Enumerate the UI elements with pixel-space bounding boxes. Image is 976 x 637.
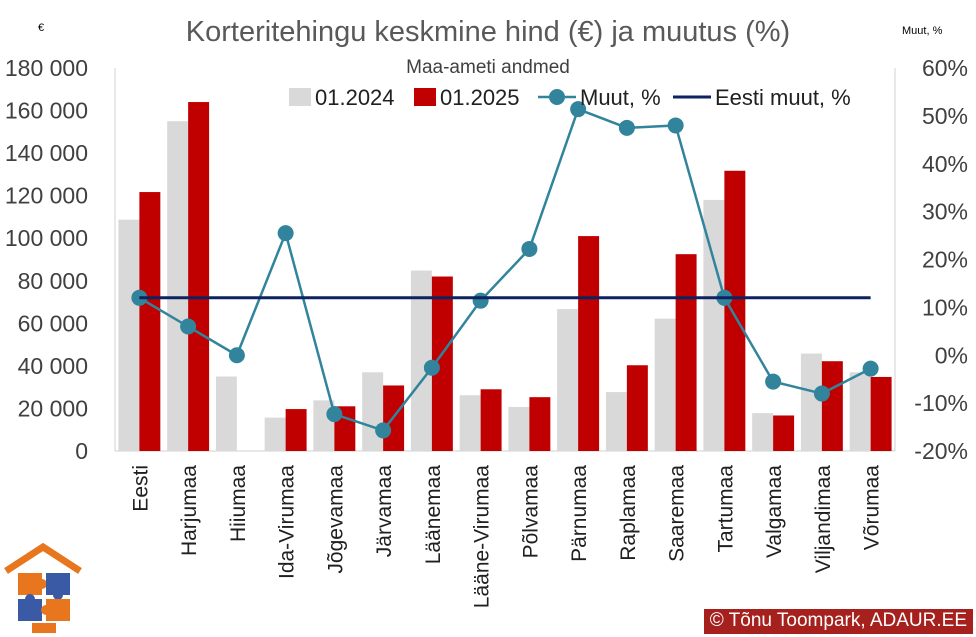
point-Muut, % bbox=[277, 225, 294, 242]
point-Muut, % bbox=[423, 359, 440, 376]
legend-label: 01.2025 bbox=[440, 85, 520, 110]
left-tick-label: 120 000 bbox=[5, 183, 88, 209]
left-tick-label: 60 000 bbox=[18, 310, 88, 336]
left-tick-label: 80 000 bbox=[18, 268, 88, 294]
bar-01.2025 bbox=[529, 397, 551, 451]
point-Muut, % bbox=[472, 292, 489, 309]
point-Muut, % bbox=[326, 406, 343, 423]
bar-01.2025 bbox=[870, 376, 892, 451]
right-tick-label: 20% bbox=[922, 247, 968, 273]
category-label: Valgamaa bbox=[763, 465, 786, 558]
category-label: Järvamaa bbox=[373, 465, 396, 558]
bar-01.2025 bbox=[724, 170, 746, 451]
left-tick-label: 100 000 bbox=[5, 225, 88, 251]
bar-01.2024 bbox=[410, 270, 432, 451]
left-tick-label: 160 000 bbox=[5, 98, 88, 124]
category-label: Hiiumaa bbox=[227, 465, 250, 542]
point-Muut, % bbox=[570, 101, 587, 118]
line-Muut, % bbox=[138, 107, 872, 432]
legend-swatch-01.2024 bbox=[289, 88, 311, 106]
bar-01.2025 bbox=[578, 236, 600, 451]
left-tick-label: 0 bbox=[75, 438, 88, 464]
legend-label: 01.2024 bbox=[315, 85, 395, 110]
legend-marker-Muut, % bbox=[549, 89, 565, 105]
point-Muut, % bbox=[375, 422, 392, 439]
category-label: Viljandimaa bbox=[812, 465, 835, 573]
right-tick-label: -20% bbox=[914, 438, 968, 464]
right-tick-label: 10% bbox=[922, 294, 968, 320]
category-label: Lääne-Virumaa bbox=[471, 465, 494, 609]
bar-01.2024 bbox=[264, 417, 286, 451]
right-tick-label: 60% bbox=[922, 55, 968, 81]
bar-01.2025 bbox=[285, 409, 307, 451]
bar-01.2024 bbox=[849, 372, 871, 451]
plot-area: 0 20 000 40 000 60 000 80 000 100 000 120 000 1… bbox=[5, 55, 968, 608]
category-label: Võrumaa bbox=[861, 465, 884, 551]
point-Muut, % bbox=[228, 347, 245, 364]
right-tick-label: 0% bbox=[935, 342, 968, 368]
left-tick-label: 180 000 bbox=[5, 55, 88, 81]
bar-01.2025 bbox=[675, 254, 697, 451]
right-tick-label: 30% bbox=[922, 199, 968, 225]
legend: 01.2024 01.2025 Muut, % Eesti muut, % bbox=[289, 85, 851, 110]
bar-01.2024 bbox=[605, 392, 627, 451]
chart-subtitle: Maa-ameti andmed bbox=[406, 57, 570, 78]
bar-01.2024 bbox=[459, 395, 481, 451]
bar-01.2024 bbox=[215, 376, 237, 451]
category-label: Eesti bbox=[129, 465, 152, 512]
point-Muut, % bbox=[521, 240, 538, 257]
bar-01.2024 bbox=[167, 121, 189, 451]
bar-01.2024 bbox=[508, 406, 530, 451]
right-tick-label: 40% bbox=[922, 151, 968, 177]
point-Muut, % bbox=[618, 119, 635, 136]
bar-01.2024 bbox=[654, 318, 676, 451]
copyright-credit: © Tõnu Toompark, ADAUR.EE bbox=[703, 609, 973, 634]
left-tick-label: 40 000 bbox=[18, 353, 88, 379]
left-tick-label: 140 000 bbox=[5, 140, 88, 166]
right-tick-label: -10% bbox=[914, 390, 968, 416]
bar-01.2024 bbox=[752, 413, 774, 451]
category-label: Jõgevamaa bbox=[324, 465, 347, 574]
left-axis-unit: € bbox=[38, 22, 44, 34]
category-label: Pärnumaa bbox=[568, 465, 591, 562]
category-label: Harjumaa bbox=[178, 465, 201, 556]
bar-01.2024 bbox=[800, 353, 822, 451]
category-label: Tartumaa bbox=[714, 465, 737, 553]
point-Muut, % bbox=[180, 318, 197, 335]
category-label: Läänemaa bbox=[422, 465, 445, 565]
legend-label: Muut, % bbox=[580, 85, 661, 110]
legend-swatch-01.2025 bbox=[414, 88, 436, 106]
category-label: Raplamaa bbox=[617, 465, 640, 561]
bar-01.2024 bbox=[118, 219, 140, 451]
point-Muut, % bbox=[667, 117, 684, 134]
bar-01.2025 bbox=[188, 102, 210, 452]
bar-01.2024 bbox=[557, 309, 579, 451]
point-Muut, % bbox=[862, 360, 879, 377]
bar-01.2025 bbox=[139, 192, 161, 451]
puzzle-house-logo bbox=[4, 543, 82, 633]
left-tick-label: 20 000 bbox=[18, 395, 88, 421]
chart-title: Korteritehingu keskmine hind (€) ja muut… bbox=[186, 16, 790, 48]
point-Muut, % bbox=[813, 385, 830, 402]
bar-01.2025 bbox=[480, 389, 502, 451]
category-label: Ida-Virumaa bbox=[276, 465, 299, 579]
point-Muut, % bbox=[765, 373, 782, 390]
right-axis-unit: Muut, % bbox=[902, 25, 943, 37]
category-label: Saaremaa bbox=[666, 465, 689, 562]
bar-01.2024 bbox=[362, 372, 384, 451]
bar-01.2025 bbox=[626, 365, 648, 451]
bar-01.2025 bbox=[431, 276, 453, 451]
legend-label: Eesti muut, % bbox=[715, 85, 851, 110]
right-tick-label: 50% bbox=[922, 103, 968, 129]
category-label: Põlvamaa bbox=[519, 465, 542, 559]
bar-01.2025 bbox=[821, 361, 843, 451]
bar-01.2025 bbox=[773, 415, 795, 451]
bar-01.2024 bbox=[703, 199, 725, 451]
